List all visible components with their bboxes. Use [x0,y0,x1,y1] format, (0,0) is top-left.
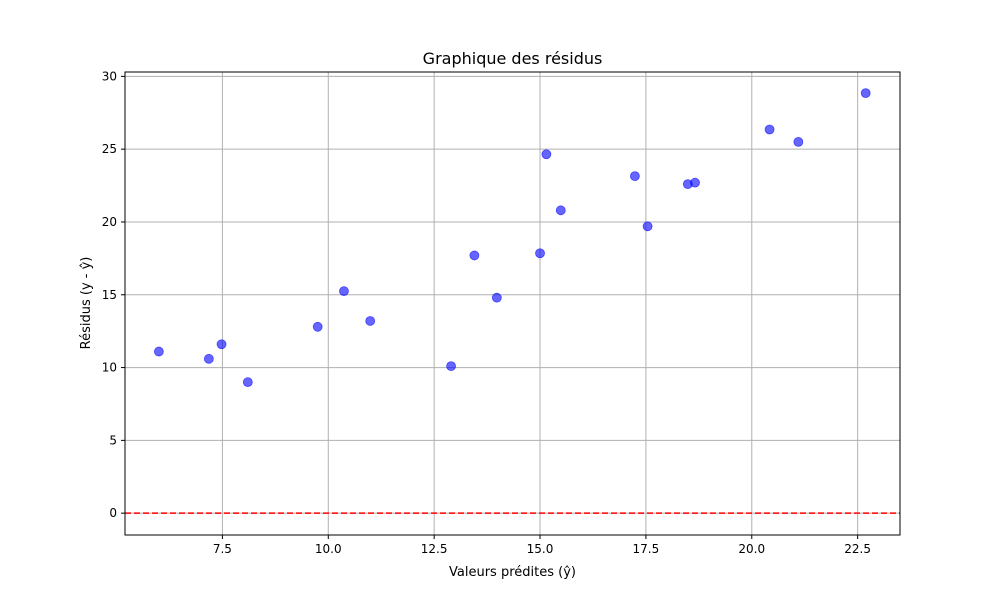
data-point [365,316,376,326]
data-point [629,171,640,182]
grid-lines [125,72,900,535]
data-point [153,346,164,357]
x-tick-label: 15.0 [527,542,554,556]
y-axis-label: Résidus (y - ŷ) [79,257,94,350]
y-tick-label: 25 [102,142,117,156]
data-point [690,177,700,188]
x-tick-label: 17.5 [633,542,660,556]
chart-title: Graphique des résidus [423,49,603,68]
x-tick-label: 7.5 [213,542,232,556]
data-point [764,124,775,135]
data-point [469,250,480,261]
data-point [446,361,456,372]
y-tick-label: 10 [102,361,117,375]
data-point [339,286,349,297]
data-point [312,321,323,332]
data-point [203,353,214,364]
x-axis-label: Valeurs prédites (ŷ) [449,565,576,580]
y-axis-ticks: 0 5 10 15 20 25 30 [102,69,125,520]
data-point [535,248,545,259]
y-tick-label: 20 [102,215,117,229]
data-point [793,136,804,147]
data-point [491,292,502,303]
plot-frame [124,71,901,536]
y-tick-label: 30 [102,69,117,83]
data-point [860,88,871,99]
x-axis-ticks: 7.5 10.0 12.5 15.0 17.5 20.0 22.5 [213,535,871,556]
data-point [642,221,653,232]
data-point [216,339,227,350]
y-tick-label: 0 [109,506,117,520]
y-tick-label: 15 [102,288,117,302]
x-tick-label: 12.5 [421,542,448,556]
x-tick-label: 20.0 [738,542,765,556]
x-tick-label: 22.5 [844,542,871,556]
data-point [541,149,552,160]
y-tick-label: 5 [109,433,117,447]
data-points [153,88,871,388]
data-point [555,205,566,216]
data-point [242,377,253,388]
x-tick-label: 10.0 [315,542,342,556]
